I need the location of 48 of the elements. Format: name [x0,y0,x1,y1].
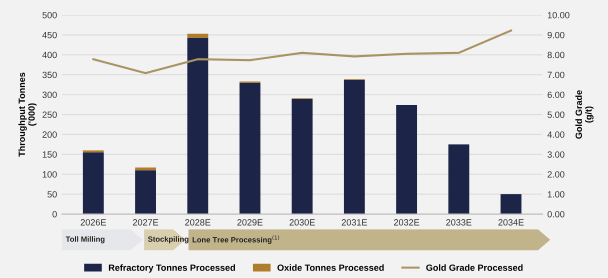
x-tick-label: 2026E [80,219,106,226]
y2-tick-label: 3.00 [548,151,564,158]
bar [82,152,104,214]
x-tick-label: 2033E [446,219,472,226]
y-tick-label: 150 [42,151,57,158]
x-tick-label: 2030E [290,219,315,226]
x-tick-label: 2034E [498,219,524,226]
y2-tick-label: 4.00 [547,131,564,138]
x-tick-label: 2027E [132,219,158,226]
y2-tick-label: 1.00 [548,191,564,198]
bar [135,170,156,214]
bar [187,38,208,214]
y-tick-label: 50 [47,191,57,198]
line-series [92,29,512,74]
bar [396,104,418,214]
y2-tick-label: 5.00 [548,112,564,118]
bar [187,34,208,38]
y-tick-label: 250 [42,112,57,118]
y-tick-label: 300 [42,92,57,98]
y2-tick-label: 0.00 [548,211,564,218]
bar [344,80,365,214]
y-tick-label: 400 [42,52,57,58]
y-tick-label: 450 [42,32,57,38]
bar [500,194,522,214]
x-tick-label: 2032E [394,219,420,226]
y2-tick-label: 2.00 [548,171,564,178]
y2-tick-label: 7.00 [548,72,564,78]
y2-axis-title: Gold Grade (g/t) [575,90,594,139]
y2-tick-label: 6.00 [548,92,564,98]
legend-label: Gold Grade Processed [426,264,523,271]
bar [135,167,156,170]
y-tick-label: 0 [52,211,57,218]
legend-label: Refractory Tonnes Processed [108,264,235,273]
x-tick-label: 2031E [342,219,368,226]
x-tick-label: 2029E [237,219,263,226]
bar [240,82,260,214]
x-tick-label: 2028E [185,219,210,226]
y2-tick-label: 9.00 [548,32,564,38]
y-tick-label: 350 [42,72,57,78]
y-tick-label: 500 [42,12,57,18]
legend-label: Oxide Tonnes Processed [277,264,384,271]
bar [292,99,313,214]
bar [448,144,470,214]
y2-tick-label: 8.00 [548,52,564,58]
y-axis-title: Throughput Tonnes ('000) [18,72,37,157]
y-tick-label: 100 [42,171,57,178]
y-tick-label: 200 [42,131,57,138]
y2-tick-label: 10.00 [548,12,570,18]
